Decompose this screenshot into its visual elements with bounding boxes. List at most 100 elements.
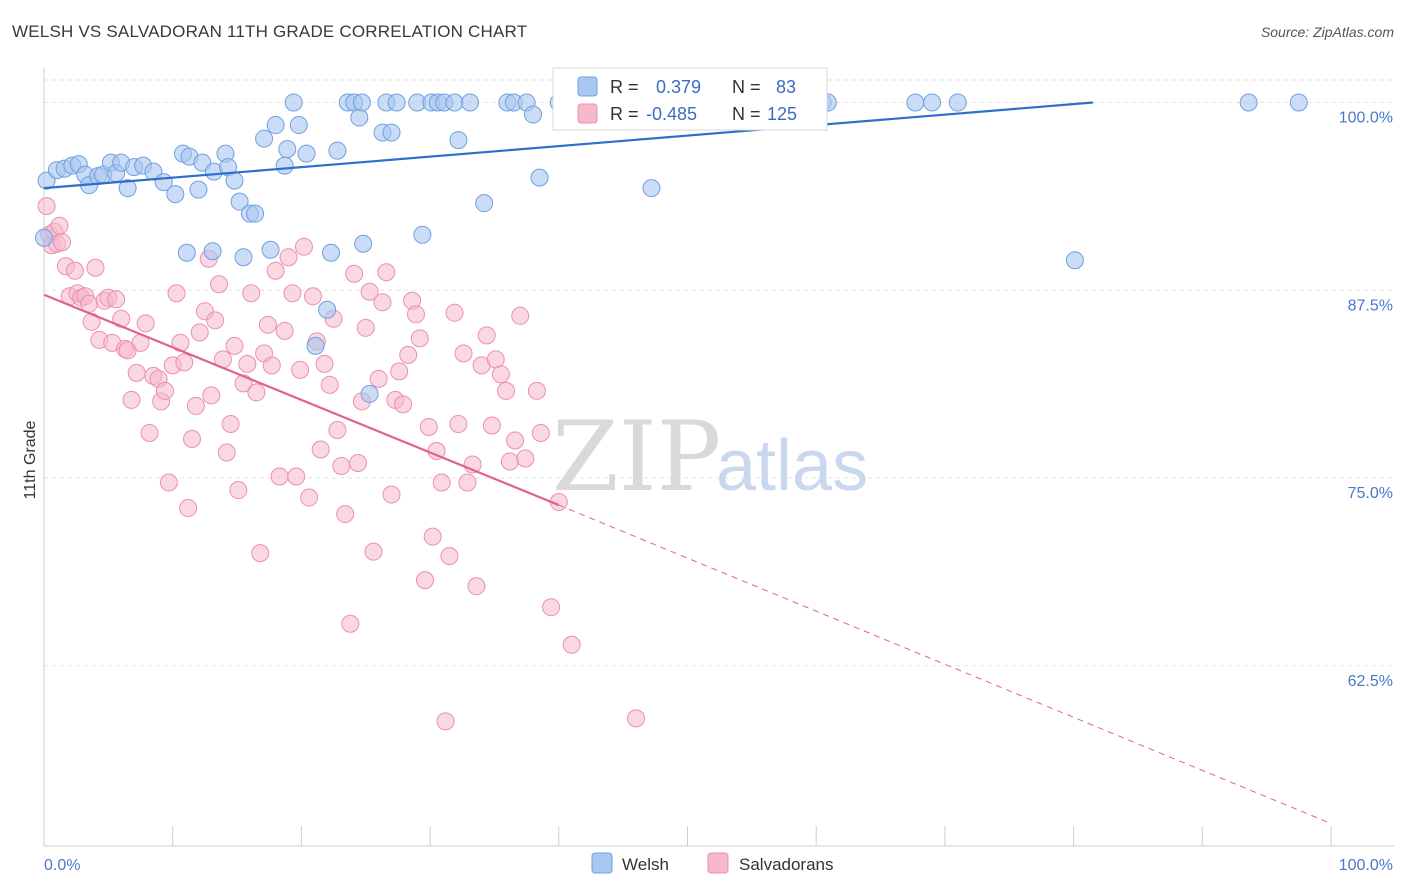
- salvadorans-point: [454, 344, 473, 363]
- welsh-n-value: 83: [776, 77, 796, 97]
- salvadorans-point: [167, 284, 186, 303]
- salvadorans-point: [341, 614, 360, 633]
- salvadorans-point: [440, 547, 459, 566]
- legend-welsh-icon: [591, 852, 613, 874]
- welsh-n-label: N =: [732, 77, 761, 97]
- salvadorans-point: [364, 542, 383, 561]
- welsh-point: [266, 116, 285, 135]
- salvadorans-trend-line: [43, 293, 560, 507]
- salvadorans-point: [270, 467, 289, 486]
- points-layer: [35, 93, 1308, 731]
- welsh-point: [352, 93, 371, 112]
- salvadorans-point: [127, 363, 146, 382]
- salvadorans-point: [377, 263, 396, 282]
- salvadorans-point: [287, 467, 306, 486]
- salvadorans-point: [279, 248, 298, 267]
- welsh-point: [255, 129, 274, 148]
- welsh-point: [642, 179, 661, 198]
- salvadorans-point: [291, 360, 310, 379]
- welsh-point: [166, 185, 185, 204]
- y-tick-label: 62.5%: [1348, 673, 1393, 690]
- salvadorans-point: [262, 356, 281, 375]
- salvadorans-point: [107, 290, 126, 309]
- welsh-point: [350, 108, 369, 127]
- salvadorans-point: [37, 197, 56, 216]
- salvadorans-point: [500, 452, 519, 471]
- salvadorans-point: [419, 417, 438, 436]
- welsh-r-label: R =: [610, 77, 639, 97]
- salvadorans-point: [275, 321, 294, 340]
- welsh-point: [284, 93, 303, 112]
- salvadorans-point: [349, 454, 368, 472]
- y-tick-label: 100.0%: [1339, 110, 1393, 127]
- welsh-point: [449, 131, 468, 150]
- welsh-r-value: 0.379: [656, 77, 701, 97]
- salvadorans-point: [449, 414, 468, 433]
- salvadorans-point: [251, 544, 270, 563]
- salvadorans-point: [382, 485, 401, 504]
- stats-legend: R = 0.379 N = 83 R = -0.485 N = 125: [552, 67, 828, 131]
- welsh-point: [246, 204, 265, 223]
- welsh-point: [475, 194, 494, 213]
- legend-welsh-label: Welsh: [622, 855, 669, 874]
- salvadorans-point: [360, 282, 379, 301]
- grid-layer: [44, 79, 1394, 667]
- salvadorans-point: [320, 375, 339, 394]
- welsh-swatch-icon: [577, 76, 598, 97]
- salvadorans-point: [183, 429, 202, 448]
- salvadorans-point: [410, 329, 429, 348]
- salvadorans-point: [50, 216, 69, 235]
- salvadorans-point: [140, 423, 159, 442]
- chart-source: Source: ZipAtlas.com: [1260, 24, 1394, 40]
- welsh-point: [948, 93, 967, 112]
- salvadorans-point: [542, 598, 561, 617]
- welsh-point: [382, 123, 401, 142]
- welsh-point: [35, 228, 53, 247]
- salvadorans-point: [467, 577, 486, 596]
- salvadorans-point: [516, 449, 535, 468]
- salvadorans-n-value: 125: [767, 104, 797, 124]
- salvadorans-point: [217, 443, 236, 462]
- salvadorans-point: [179, 499, 198, 518]
- welsh-point: [328, 141, 347, 160]
- salvadorans-swatch-icon: [577, 103, 598, 124]
- salvadorans-point: [562, 635, 581, 654]
- salvadorans-point: [373, 293, 392, 312]
- salvadorans-point: [202, 386, 221, 405]
- welsh-point: [230, 192, 249, 211]
- salvadorans-point: [486, 350, 505, 369]
- salvadorans-point: [159, 473, 178, 492]
- salvadorans-point: [506, 431, 525, 450]
- salvadorans-point: [210, 275, 229, 294]
- salvadorans-point: [86, 258, 105, 277]
- welsh-point: [460, 93, 479, 112]
- welsh-point: [413, 225, 432, 244]
- watermark: ZIP atlas: [552, 401, 868, 513]
- welsh-point: [360, 384, 379, 403]
- y-axis-label: 11th Grade: [22, 420, 39, 499]
- salvadorans-trend-extension: [558, 504, 1332, 824]
- welsh-point: [322, 243, 341, 262]
- watermark-zip: ZIP: [552, 401, 721, 513]
- welsh-point: [923, 93, 942, 112]
- welsh-point: [203, 242, 222, 261]
- salvadorans-r-value: -0.485: [646, 104, 697, 124]
- watermark-atlas: atlas: [716, 426, 868, 506]
- salvadorans-point: [300, 488, 319, 507]
- salvadorans-point: [186, 396, 205, 415]
- chart-title: WELSH VS SALVADORAN 11TH GRADE CORRELATI…: [12, 22, 528, 41]
- x-tick-label-min: 0.0%: [44, 857, 80, 874]
- welsh-point: [306, 336, 325, 355]
- welsh-point: [225, 171, 244, 190]
- salvadorans-point: [531, 423, 550, 442]
- stats-legend-frame: [552, 67, 828, 131]
- salvadorans-point: [225, 336, 244, 355]
- welsh-point: [275, 156, 294, 175]
- salvadorans-point: [65, 261, 84, 280]
- salvadorans-point: [221, 414, 240, 433]
- welsh-point: [278, 140, 297, 159]
- salvadorans-point: [247, 383, 266, 402]
- welsh-point: [234, 248, 253, 267]
- salvadorans-point: [390, 362, 409, 381]
